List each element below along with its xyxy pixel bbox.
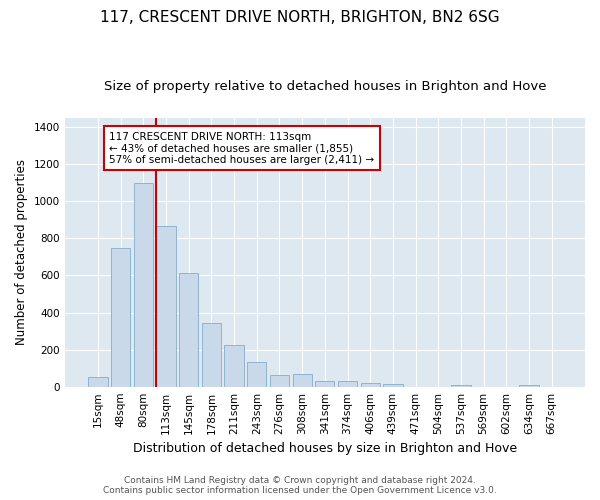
- Bar: [88, 378, 107, 386]
- Text: 117, CRESCENT DRIVE NORTH, BRIGHTON, BN2 6SG: 117, CRESCENT DRIVE NORTH, BRIGHTON, BN2…: [100, 10, 500, 25]
- Bar: [179, 272, 199, 386]
- Text: Contains HM Land Registry data © Crown copyright and database right 2024.
Contai: Contains HM Land Registry data © Crown c…: [103, 476, 497, 495]
- Bar: [361, 383, 380, 386]
- Bar: [134, 182, 153, 386]
- Bar: [157, 226, 176, 386]
- X-axis label: Distribution of detached houses by size in Brighton and Hove: Distribution of detached houses by size …: [133, 442, 517, 455]
- Title: Size of property relative to detached houses in Brighton and Hove: Size of property relative to detached ho…: [104, 80, 546, 93]
- Bar: [520, 385, 539, 386]
- Bar: [315, 381, 334, 386]
- Bar: [247, 362, 266, 386]
- Bar: [111, 248, 130, 386]
- Y-axis label: Number of detached properties: Number of detached properties: [15, 159, 28, 345]
- Bar: [383, 384, 403, 386]
- Bar: [338, 381, 357, 386]
- Bar: [293, 374, 312, 386]
- Bar: [202, 322, 221, 386]
- Bar: [270, 374, 289, 386]
- Bar: [224, 345, 244, 387]
- Text: 117 CRESCENT DRIVE NORTH: 113sqm
← 43% of detached houses are smaller (1,855)
57: 117 CRESCENT DRIVE NORTH: 113sqm ← 43% o…: [109, 132, 374, 165]
- Bar: [451, 385, 470, 386]
